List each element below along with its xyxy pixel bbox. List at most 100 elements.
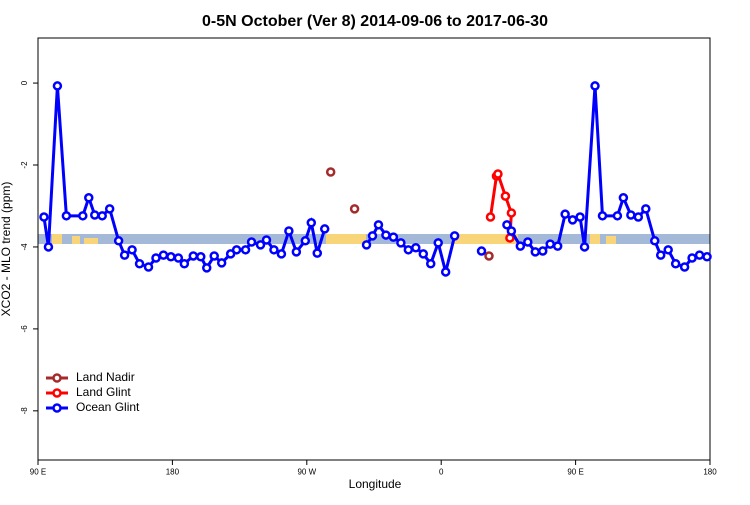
legend-label: Ocean Glint: [76, 400, 140, 414]
data-point: [231, 245, 242, 255]
x-tick-label: 90 W: [297, 468, 316, 477]
data-point: [545, 239, 555, 249]
data-point: [418, 249, 429, 259]
data-point: [216, 258, 227, 268]
data-point: [319, 224, 330, 234]
y-tick-label: -6: [20, 325, 29, 333]
data-point: [89, 210, 100, 220]
data-point: [633, 212, 644, 222]
land-band: [84, 238, 98, 244]
legend-marker: [52, 403, 62, 413]
data-point: [626, 210, 636, 220]
data-point: [552, 241, 563, 251]
series: [485, 169, 517, 243]
data-point: [52, 81, 63, 91]
data-point: [84, 193, 94, 203]
data-point: [173, 253, 184, 263]
legend-marker: [52, 388, 62, 398]
data-point: [225, 249, 236, 259]
data-point: [381, 230, 391, 240]
data-point: [143, 262, 154, 272]
series: [325, 167, 494, 261]
data-point: [575, 212, 585, 222]
data-point: [679, 262, 690, 272]
data-point: [590, 81, 600, 91]
data-point: [485, 212, 496, 222]
y-tick-label: -8: [20, 407, 29, 415]
data-point: [702, 252, 712, 262]
data-point: [367, 231, 378, 241]
data-point: [39, 212, 49, 222]
series: [39, 81, 712, 277]
data-point: [246, 237, 257, 247]
data-point: [567, 215, 578, 225]
data-point: [166, 252, 176, 262]
data-point: [196, 252, 206, 262]
x-tick-label: 0: [439, 468, 444, 477]
land-band: [606, 236, 616, 244]
data-point: [201, 263, 212, 273]
data-point: [612, 211, 623, 221]
data-point: [670, 258, 681, 269]
x-tick-label: 180: [166, 468, 180, 477]
data-point: [449, 231, 460, 241]
y-axis-label: XCO2 - MLO trend (ppm): [0, 182, 13, 317]
data-point: [440, 267, 451, 277]
data-point: [134, 258, 145, 269]
data-point: [158, 250, 169, 260]
data-point: [537, 246, 548, 256]
data-point: [209, 251, 219, 261]
data-point: [560, 209, 570, 219]
data-point: [240, 245, 251, 255]
data-point: [349, 204, 360, 214]
data-point: [523, 237, 533, 247]
data-point: [476, 246, 487, 256]
data-point: [104, 204, 115, 214]
x-tick-label: 180: [703, 468, 717, 477]
data-point: [276, 249, 287, 259]
data-point: [113, 236, 124, 246]
data-point: [151, 253, 161, 263]
data-point: [97, 211, 107, 221]
data-point: [506, 208, 517, 218]
x-tick-label: 90 E: [567, 468, 583, 477]
data-point: [649, 236, 660, 246]
data-point: [579, 242, 590, 252]
data-point: [261, 235, 272, 245]
x-axis-label: Longitude: [349, 477, 402, 491]
x-tick-label: 90 E: [30, 468, 46, 477]
data-point: [325, 167, 336, 177]
y-tick-label: -2: [20, 161, 29, 169]
data-point: [255, 240, 266, 250]
data-point: [78, 211, 88, 221]
data-point: [655, 250, 666, 260]
data-point: [411, 243, 421, 253]
data-point: [694, 250, 705, 260]
plot-frame: [37, 37, 711, 461]
data-point: [361, 240, 372, 250]
data-point: [484, 251, 494, 261]
data-point: [502, 220, 512, 230]
data-point: [269, 245, 279, 255]
data-point: [515, 241, 526, 251]
land-band: [326, 234, 366, 244]
land-band: [590, 234, 600, 244]
land-band: [52, 234, 62, 244]
data-point: [188, 251, 199, 261]
data-point: [396, 238, 406, 248]
data-point: [312, 248, 323, 258]
land-band: [452, 234, 518, 244]
chart-title: 0-5N October (Ver 8) 2014-09-06 to 2017-…: [202, 13, 548, 30]
data-point: [403, 245, 414, 255]
data-point: [641, 204, 651, 214]
data-point: [179, 258, 190, 269]
data-point: [300, 236, 311, 246]
y-tick-label: -4: [20, 243, 29, 251]
legend-marker: [52, 373, 62, 383]
data-point: [388, 232, 399, 242]
legend-label: Land Glint: [76, 385, 131, 399]
data-point: [433, 238, 443, 248]
data-point: [61, 211, 72, 221]
